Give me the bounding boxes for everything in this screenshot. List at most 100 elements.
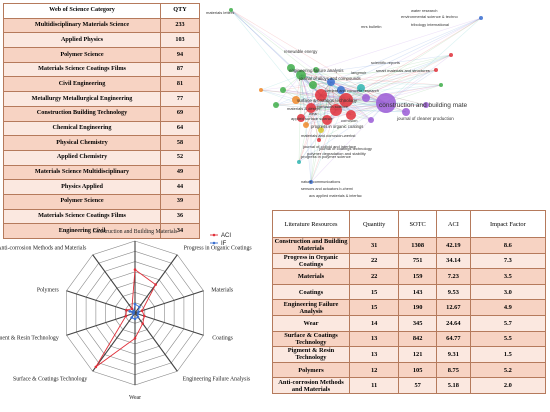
network-label: polymer degradation and stability <box>307 151 366 156</box>
network-label: journal of colloid and interface <box>302 144 357 149</box>
network-link <box>300 54 452 76</box>
network-link <box>275 102 387 106</box>
table-cell-value: 34 <box>160 223 200 239</box>
table-row: Progress in Organic Coatings 22 751 34.14 7.… <box>272 252 547 270</box>
network-link <box>310 102 387 183</box>
network-link <box>320 94 387 104</box>
legend-marker <box>212 241 216 245</box>
network-node <box>330 104 342 116</box>
network-node <box>449 53 453 57</box>
network-node <box>327 78 335 86</box>
header-literature: Literature Resources <box>272 210 350 238</box>
network-link <box>300 74 307 126</box>
network-link <box>300 74 367 99</box>
table-cell-label: Materials Science Coatings Films <box>3 61 161 78</box>
network-link <box>310 69 437 109</box>
network-label: wear <box>309 111 318 116</box>
network-link <box>330 81 442 86</box>
network-link <box>300 74 332 83</box>
legend-label: IF <box>221 241 227 247</box>
radar-point-aci <box>143 314 146 318</box>
network-link <box>320 94 427 106</box>
network-node <box>423 102 429 108</box>
network-node <box>296 70 306 80</box>
table-cell-value: 49 <box>160 164 200 181</box>
table-cell-value: 42.19 <box>435 237 471 254</box>
radar-point-aci <box>133 268 137 271</box>
network-link <box>326 81 332 121</box>
network-link <box>295 81 332 101</box>
radar-point-aci <box>94 365 98 369</box>
table-cell-value: 9.31 <box>435 346 471 363</box>
network-link <box>335 109 407 113</box>
table-cell-label: Construction Building Technology <box>3 105 161 122</box>
network-link <box>275 104 337 111</box>
network-link <box>282 89 387 104</box>
network-link <box>330 17 482 83</box>
network-link <box>330 81 427 106</box>
table-row: Coatings 15 143 9.53 3.0 <box>272 283 547 301</box>
radar-point-if <box>132 312 135 315</box>
table-cell-label: Metallurgy Metallurgical Engineering <box>3 91 161 107</box>
table-cell-label: Pigment & Resin Technology <box>272 346 350 363</box>
table-cell-value: 5.2 <box>469 361 547 379</box>
network-label: cement and concrete research <box>325 88 379 93</box>
wos-category-table: Web of Science Category QTY Multidiscipl… <box>3 3 200 239</box>
network-link <box>260 74 302 91</box>
network-label: journal of alloys and compounds <box>298 76 361 81</box>
radar-category-label: Polymers <box>37 288 60 294</box>
network-link <box>310 87 362 109</box>
table-cell-value: 105 <box>398 361 437 379</box>
network-link <box>310 104 427 109</box>
network-link <box>300 74 312 183</box>
table-cell-value: 7.3 <box>469 252 547 270</box>
radar-chart: Construction and Building Materials Progr… <box>0 229 252 401</box>
radar-point-if <box>136 315 140 319</box>
table-cell-value: 58 <box>160 135 200 151</box>
radar-point-if <box>132 310 136 313</box>
network-node <box>357 84 365 92</box>
radar-category-label: Wear <box>129 395 141 401</box>
table-cell-value: 31 <box>348 237 400 254</box>
network-link <box>330 81 367 99</box>
network-link <box>230 9 312 109</box>
header-impact-factor: Impact Factor <box>469 210 547 238</box>
table-cell-value: 87 <box>160 61 200 78</box>
network-link <box>318 94 322 141</box>
table-cell-value: 159 <box>398 268 437 285</box>
network-link <box>300 74 442 86</box>
table-cell-value: 7.23 <box>435 268 471 285</box>
table-cell-label: Chemical Engineering <box>3 120 161 137</box>
table-cell-label: Surface & Coatings Technology <box>272 330 350 348</box>
table-cell-value: 22 <box>348 268 400 285</box>
network-label: surface & coatings technology <box>297 98 358 103</box>
network-label: langmuir <box>351 70 367 75</box>
table-row: Engineering Civil 34 <box>3 223 200 239</box>
table-cell-label: Progress in Organic Coatings <box>272 252 350 270</box>
network-node <box>434 68 438 72</box>
table-cell-value: 12.67 <box>435 299 471 316</box>
header-category: Web of Science Category <box>3 3 161 19</box>
table-cell-value: 8.6 <box>469 237 547 254</box>
network-link <box>300 81 332 119</box>
radar-category-label: Surface & Coatings Technology <box>13 375 87 382</box>
radar-category-label: Anti-corrosion Methods and Materials <box>0 246 87 252</box>
network-link <box>275 99 347 106</box>
network-link <box>230 9 302 76</box>
network-label: renewable energy <box>284 49 318 54</box>
radar-point-if <box>130 316 133 319</box>
network-link <box>326 102 387 121</box>
table-cell-label: Polymers <box>272 361 350 379</box>
radar-point-if <box>137 310 140 314</box>
network-link <box>345 99 407 113</box>
table-cell-value: 11 <box>348 377 400 394</box>
network-link <box>318 99 347 141</box>
network-link <box>320 94 372 121</box>
network-node <box>322 115 332 125</box>
table-cell-label: Polymer Science <box>3 193 161 210</box>
network-link <box>260 89 312 109</box>
network-link <box>310 107 372 121</box>
table-cell-value: 1308 <box>398 237 437 254</box>
network-link <box>310 107 320 141</box>
network-link <box>300 69 437 76</box>
